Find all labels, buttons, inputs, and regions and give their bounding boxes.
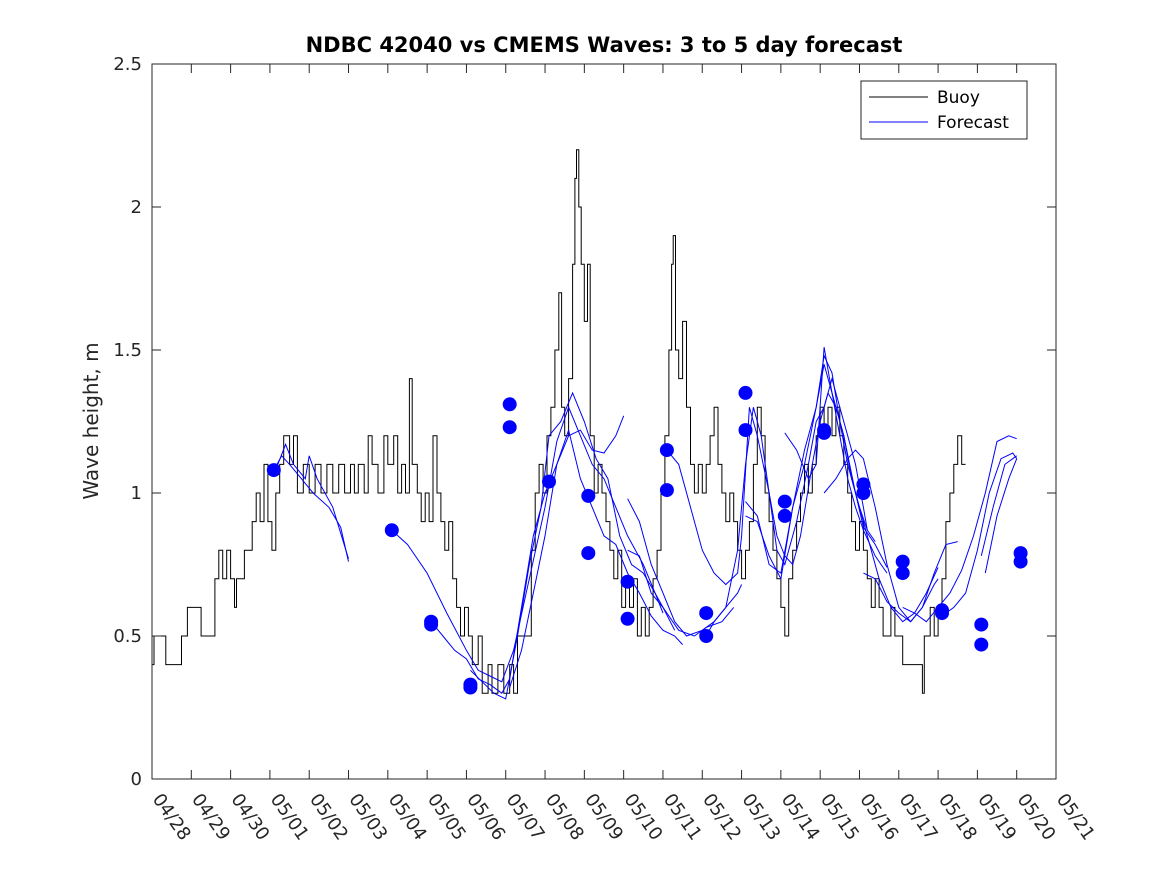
- x-tick-label: 05/20: [1013, 790, 1060, 845]
- forecast-marker-16: [699, 606, 714, 621]
- x-tick-label: 04/28: [148, 790, 195, 845]
- forecast-marker-33: [1013, 554, 1028, 569]
- forecast-marker-13: [620, 611, 635, 626]
- forecast-line-8: [627, 549, 735, 637]
- data-layer: [152, 149, 1028, 700]
- forecast-line-14: [823, 449, 958, 623]
- forecast-marker-11: [581, 546, 596, 561]
- forecast-marker-9: [542, 474, 556, 489]
- x-tick-label: 05/14: [777, 790, 824, 845]
- forecast-line-5: [470, 391, 664, 700]
- x-tick-label: 05/07: [502, 790, 549, 845]
- x-tick-label: 05/15: [816, 790, 863, 845]
- legend-forecast-label: Forecast: [937, 113, 1009, 133]
- forecast-marker-18: [738, 385, 753, 400]
- forecast-marker-17: [699, 629, 714, 643]
- forecast-marker-14: [659, 443, 674, 458]
- forecast-line-17: [941, 452, 1018, 617]
- y-tick-label: 1: [131, 483, 142, 504]
- forecast-marker-8: [502, 420, 517, 435]
- y-tick-label: 0: [131, 769, 142, 790]
- forecast-line-10: [705, 391, 876, 637]
- forecast-line-19: [984, 458, 1018, 574]
- forecast-line-15: [863, 572, 939, 623]
- legend: Buoy Forecast: [860, 80, 1028, 140]
- forecast-line-11: [745, 364, 888, 574]
- x-tick-label: 05/03: [344, 790, 391, 845]
- x-tick-label: 05/01: [266, 790, 313, 845]
- forecast-marker-25: [856, 486, 871, 500]
- x-tick-label: 05/17: [895, 790, 942, 845]
- x-tick-label: 05/08: [541, 790, 588, 845]
- forecast-marker-21: [777, 508, 792, 523]
- x-tick-label: 05/11: [659, 790, 706, 845]
- forecast-marker-4: [424, 617, 439, 632]
- forecast-marker-30: [974, 617, 989, 632]
- forecast-marker-2: [384, 523, 399, 538]
- forecast-marker-20: [777, 494, 792, 509]
- forecast-line-16: [902, 435, 1017, 623]
- forecast-marker-31: [974, 637, 989, 652]
- y-axis-label: Wave height, m: [79, 342, 103, 499]
- x-tick-label: 05/16: [855, 790, 902, 845]
- forecast-line-12: [745, 353, 888, 581]
- forecast-line-13: [784, 347, 939, 623]
- legend-box: [860, 80, 1028, 140]
- x-tick-label: 05/21: [1052, 790, 1099, 845]
- x-tick-label: 05/19: [973, 790, 1020, 845]
- forecast-marker-10: [581, 488, 596, 503]
- forecast-line-6: [509, 428, 683, 688]
- x-tick-label: 05/02: [305, 790, 352, 845]
- x-tick-label: 05/06: [462, 790, 509, 845]
- forecast-marker-15: [659, 483, 674, 498]
- x-tick-label: 05/10: [620, 790, 667, 845]
- x-tick-label: 05/12: [698, 790, 745, 845]
- forecast-line-7: [627, 498, 743, 637]
- forecast-line-4: [430, 415, 625, 694]
- forecast-marker-19: [738, 423, 753, 438]
- forecast-marker-23: [817, 425, 832, 440]
- forecast-line-3: [391, 405, 676, 683]
- x-tick-label: 05/05: [423, 790, 470, 845]
- forecast-marker-6: [463, 677, 478, 692]
- x-tick-label: 04/30: [227, 790, 274, 845]
- forecast-marker-7: [502, 397, 517, 412]
- forecast-marker-26: [895, 554, 910, 569]
- forecast-line-1: [273, 454, 349, 562]
- forecast-line-18: [980, 455, 1017, 557]
- y-tick-label: 2.5: [113, 54, 142, 75]
- forecast-marker-27: [895, 566, 910, 581]
- chart-title: NDBC 42040 vs CMEMS Waves: 3 to 5 day fo…: [306, 33, 903, 57]
- x-tick-label: 05/09: [580, 790, 627, 845]
- x-tick-label: 05/18: [934, 790, 981, 845]
- legend-buoy-label: Buoy: [937, 88, 980, 108]
- forecast-marker-12: [620, 574, 635, 589]
- plot-area: [152, 64, 1056, 779]
- x-tick-label: 05/04: [384, 790, 431, 845]
- forecast-marker-1: [266, 463, 281, 478]
- forecast-line-9: [666, 376, 868, 586]
- y-tick-label: 1.5: [113, 340, 142, 361]
- forecast-marker-29: [935, 606, 949, 621]
- forecast-line-2: [277, 443, 349, 559]
- y-tick-label: 2: [131, 197, 142, 218]
- x-tick-label: 05/13: [737, 790, 784, 845]
- y-tick-label: 0.5: [113, 626, 142, 647]
- axes-box: [151, 63, 1057, 780]
- x-tick-label: 04/29: [187, 790, 234, 845]
